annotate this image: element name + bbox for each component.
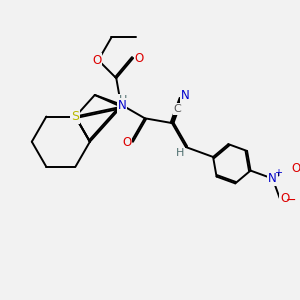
Text: C: C	[173, 103, 181, 114]
Text: +: +	[274, 168, 282, 178]
Text: N: N	[118, 99, 127, 112]
Text: N: N	[181, 89, 190, 102]
Text: O: O	[92, 54, 101, 67]
Text: N: N	[268, 172, 277, 185]
Text: O: O	[135, 52, 144, 64]
Text: O: O	[122, 136, 131, 149]
Text: S: S	[71, 110, 80, 123]
Text: H: H	[176, 148, 184, 158]
Text: O: O	[292, 162, 300, 175]
Text: O: O	[280, 192, 290, 205]
Text: H: H	[119, 95, 127, 105]
Text: −: −	[286, 194, 297, 207]
